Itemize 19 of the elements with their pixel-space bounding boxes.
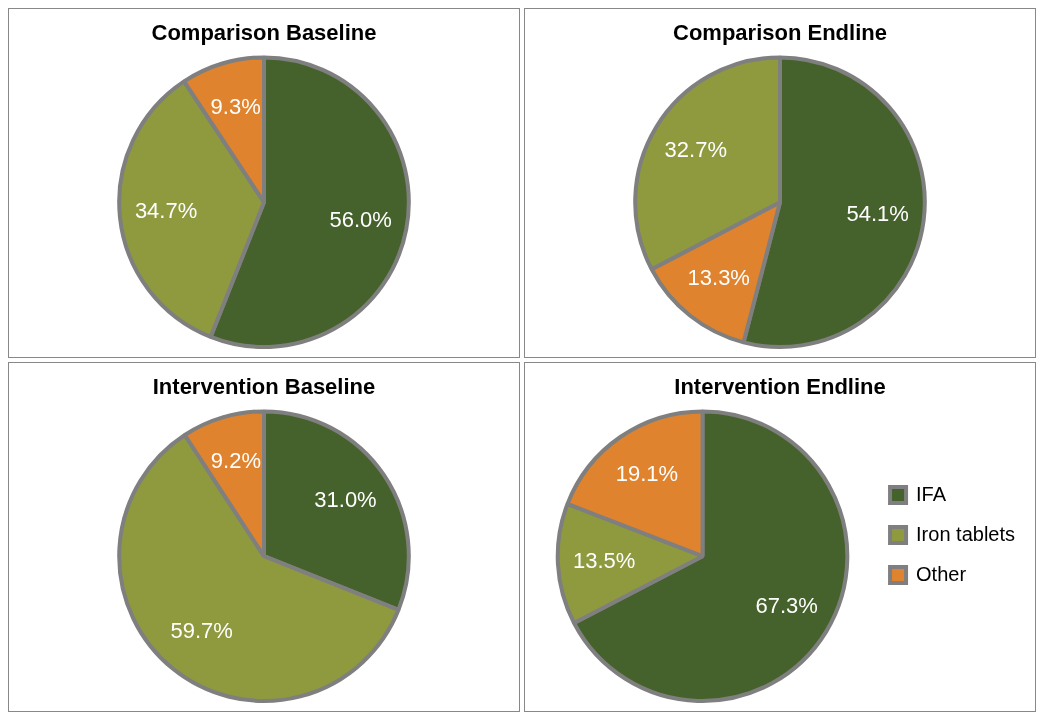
chart-title: Comparison Endline	[673, 20, 887, 46]
data-label: 13.5%	[573, 547, 636, 573]
data-label: 59.7%	[170, 618, 233, 644]
data-label: 31.0%	[314, 487, 377, 512]
data-label: 19.1%	[615, 461, 679, 487]
data-label: 34.7%	[134, 198, 198, 224]
data-label: 9.2%	[210, 447, 261, 473]
chart-title: Intervention Endline	[674, 374, 886, 400]
data-label: 56.0%	[329, 206, 392, 232]
legend-label: Other	[916, 562, 967, 585]
data-label: 13.3%	[687, 265, 750, 291]
data-label: 32.7%	[664, 137, 727, 163]
legend-label: Iron tablets	[916, 522, 1016, 545]
data-label: 9.3%	[210, 93, 261, 119]
chart-title: Intervention Baseline	[152, 374, 376, 400]
data-label: 67.3%	[755, 593, 818, 619]
chart-title: Comparison Baseline	[151, 20, 377, 46]
legend-label: IFA	[916, 482, 947, 505]
data-label: 54.1%	[846, 200, 909, 226]
